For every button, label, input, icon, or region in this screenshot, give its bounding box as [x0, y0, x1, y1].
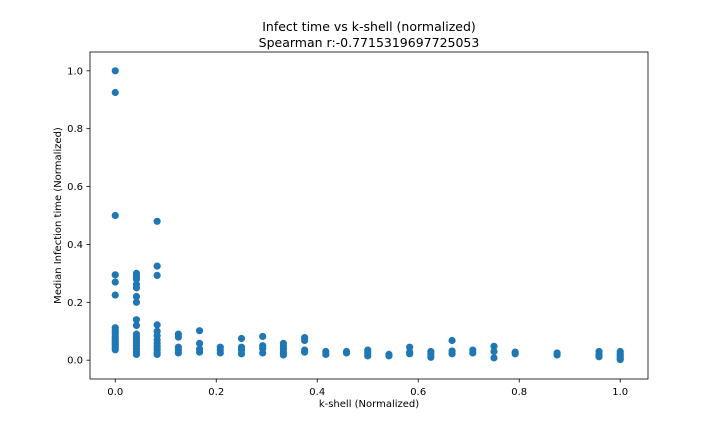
data-point-35: [153, 262, 161, 270]
data-point-52: [195, 339, 204, 348]
data-point-0: [111, 67, 119, 75]
data-point-90: [448, 336, 456, 345]
data-point-50: [174, 349, 182, 357]
data-point-37: [153, 321, 161, 329]
data-points: [111, 67, 624, 364]
y-tick-label: 1.0: [67, 66, 83, 77]
x-tick-label: 1.0: [612, 387, 628, 398]
data-point-76: [322, 350, 330, 358]
x-axis-label: k-shell (Normalized): [319, 399, 419, 410]
x-tick-label: 0.6: [410, 387, 426, 398]
data-point-58: [237, 334, 246, 343]
x-tick-label: 0.8: [511, 387, 527, 398]
data-point-16: [111, 346, 119, 354]
data-point-61: [237, 350, 246, 358]
data-point-70: [279, 351, 288, 359]
data-point-4: [111, 278, 119, 286]
data-point-57: [216, 349, 224, 357]
data-point-101: [553, 351, 561, 359]
chart-subtitle: Spearman r:-0.7715319697725053: [259, 35, 480, 50]
y-tick-label: 0.8: [67, 124, 83, 135]
data-point-45: [153, 350, 161, 358]
x-tick-label: 0.0: [107, 387, 123, 398]
plot-area-frame: [89, 51, 649, 380]
chart-title: Infect time vs k-shell (normalized): [262, 19, 476, 34]
data-point-89: [427, 353, 435, 361]
data-point-99: [511, 350, 519, 358]
data-point-24: [132, 316, 141, 324]
data-point-47: [174, 333, 182, 341]
data-point-21: [132, 284, 141, 292]
data-point-94: [469, 349, 477, 357]
data-point-81: [364, 352, 372, 360]
data-point-74: [301, 348, 309, 356]
x-tick-label: 0.4: [309, 387, 325, 398]
y-tick-label: 0.0: [67, 356, 83, 367]
data-point-23: [132, 298, 141, 306]
data-point-95: [490, 342, 498, 350]
data-point-65: [259, 349, 267, 357]
data-point-22: [132, 292, 141, 301]
data-point-25: [132, 321, 141, 330]
data-point-72: [301, 336, 309, 345]
data-point-1: [111, 88, 119, 97]
data-point-78: [342, 349, 351, 357]
data-point-51: [195, 327, 204, 335]
data-point-19: [132, 275, 141, 283]
data-point-34: [153, 217, 161, 225]
data-point-109: [616, 356, 624, 364]
data-point-104: [595, 353, 603, 361]
data-point-84: [406, 343, 414, 351]
data-point-33: [132, 350, 141, 358]
y-tick-label: 0.2: [67, 298, 83, 309]
data-point-2: [111, 211, 119, 220]
data-point-54: [195, 348, 204, 356]
data-point-3: [111, 271, 119, 279]
data-point-62: [259, 332, 267, 341]
x-axis-ticks: 0.0 0.2 0.4 0.6 0.8 1.0: [107, 379, 628, 398]
data-point-86: [406, 350, 414, 358]
data-point-96: [490, 347, 498, 356]
y-axis-label: Median Infection time (Normalized): [53, 127, 64, 304]
x-tick-label: 0.2: [208, 387, 224, 398]
data-point-83: [385, 352, 393, 360]
data-point-36: [153, 271, 161, 279]
y-tick-label: 0.6: [67, 182, 83, 193]
data-point-97: [490, 354, 498, 362]
data-point-92: [448, 350, 456, 358]
y-axis-ticks: 0.0 0.2 0.4 0.6 0.8 1.0: [67, 66, 90, 367]
y-tick-label: 0.4: [67, 240, 83, 251]
data-point-5: [111, 291, 119, 299]
